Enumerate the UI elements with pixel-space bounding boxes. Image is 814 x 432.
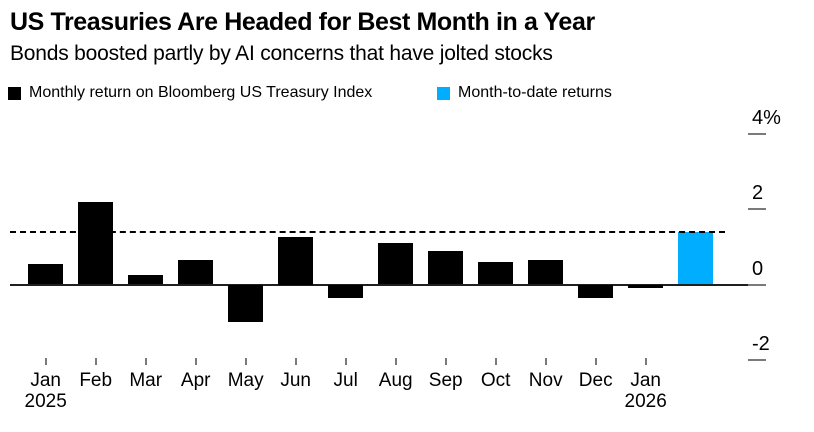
month-label: Apr	[180, 370, 211, 391]
legend-label-month-to-date: Month-to-date returns	[458, 84, 612, 101]
x-axis-tick	[394, 358, 397, 365]
x-axis-tick	[344, 358, 347, 365]
monthly-return-bar	[28, 263, 64, 285]
chart-title: US Treasuries Are Headed for Best Month …	[10, 8, 595, 36]
legend: Monthly return on Bloomberg US Treasury …	[0, 84, 814, 104]
monthly-return-bar	[278, 237, 314, 285]
y-axis-tick-label: 0	[752, 257, 764, 280]
monthly-return-bar	[478, 261, 514, 285]
y-axis-tick	[748, 208, 766, 211]
x-axis-tick	[144, 358, 147, 365]
month-label: Feb	[79, 370, 113, 391]
month-label: Jan	[630, 370, 662, 391]
x-axis-tick	[294, 358, 297, 365]
y-axis-tick-label: 2	[752, 182, 764, 205]
year-label: 2026	[624, 391, 667, 412]
month-label: Sep	[428, 370, 463, 391]
month-label: Dec	[578, 370, 613, 391]
month-label: May	[227, 370, 264, 391]
x-axis-tick	[244, 358, 247, 365]
month-label: Jul	[333, 370, 358, 391]
x-axis-tick	[644, 358, 647, 365]
monthly-return-bar	[428, 250, 464, 285]
monthly-return-bar	[328, 284, 364, 298]
y-axis-tick-label: -2	[752, 332, 770, 355]
month-label: Oct	[480, 370, 511, 391]
x-axis-tick	[44, 358, 47, 365]
reference-dashed-line	[10, 230, 725, 233]
legend-swatch-monthly-return	[8, 86, 21, 100]
monthly-return-bar	[178, 260, 214, 285]
monthly-return-bar	[228, 284, 264, 323]
month-label: Nov	[528, 370, 563, 391]
chart-subtitle: Bonds boosted partly by AI concerns that…	[10, 42, 553, 65]
zero-axis-line	[10, 283, 748, 286]
monthly-return-bar	[528, 260, 564, 285]
monthly-return-bar	[578, 284, 614, 298]
x-axis-tick	[594, 358, 597, 365]
mtd-return-bar	[678, 231, 714, 285]
monthly-return-bar	[78, 201, 114, 285]
legend-swatch-month-to-date	[437, 86, 450, 100]
x-axis-tick	[444, 358, 447, 365]
month-label: Jan	[30, 370, 62, 391]
x-axis-tick	[194, 358, 197, 365]
month-label: Mar	[129, 370, 163, 391]
y-axis-tick	[748, 132, 766, 135]
x-axis-tick	[494, 358, 497, 365]
year-label: 2025	[24, 391, 67, 412]
y-axis-tick-label: 4%	[752, 106, 781, 129]
x-axis-tick	[94, 358, 97, 365]
month-label: Aug	[378, 370, 413, 391]
y-axis-tick	[748, 358, 766, 361]
legend-label-monthly-return: Monthly return on Bloomberg US Treasury …	[29, 84, 373, 101]
monthly-return-bar	[628, 284, 664, 289]
legend-item-month-to-date: Month-to-date returns	[437, 84, 612, 102]
month-label: Jun	[280, 370, 312, 391]
y-axis-tick	[748, 283, 766, 286]
x-axis-tick	[544, 358, 547, 365]
legend-item-monthly-return: Monthly return on Bloomberg US Treasury …	[8, 84, 372, 102]
monthly-return-bar	[128, 275, 164, 285]
monthly-return-bar	[378, 243, 414, 285]
